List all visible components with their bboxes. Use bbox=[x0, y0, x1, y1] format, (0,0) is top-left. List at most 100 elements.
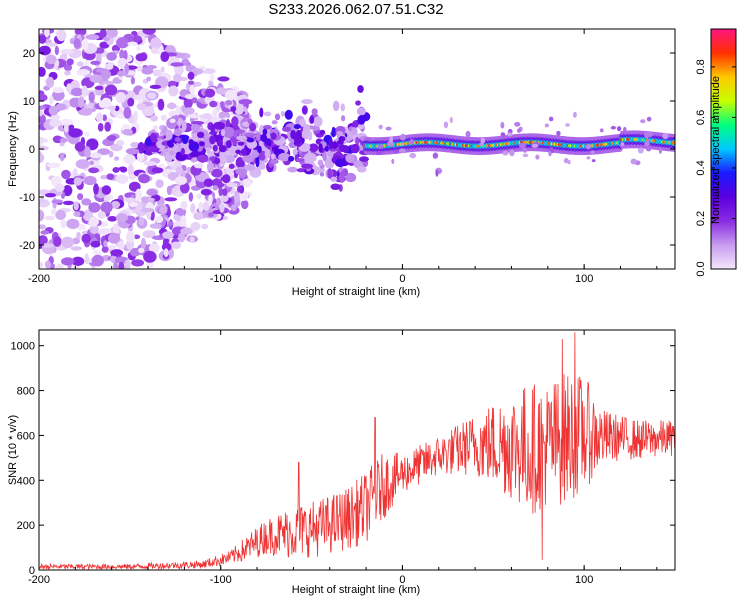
spectrogram-blob bbox=[73, 201, 79, 211]
spectrogram-blob bbox=[54, 183, 65, 193]
spectrogram-blob bbox=[179, 182, 190, 194]
spectrogram-blob bbox=[45, 54, 57, 65]
spectrogram-blob bbox=[56, 29, 67, 42]
spectrogram-blob bbox=[82, 38, 89, 51]
spectrogram-blob bbox=[645, 146, 652, 152]
spectrogram-blob bbox=[170, 62, 184, 67]
spectrogram-blob bbox=[99, 29, 107, 39]
spectrogram-blob bbox=[385, 126, 392, 131]
spectrogram-blob bbox=[77, 108, 92, 116]
spectrogram-blob bbox=[138, 247, 145, 254]
spectrogram-blob bbox=[83, 175, 97, 186]
spectrogram-blob bbox=[178, 117, 183, 124]
spectrogram-blob bbox=[398, 148, 406, 153]
spectrogram-blob bbox=[77, 223, 86, 231]
spectrogram-blob bbox=[251, 149, 260, 158]
spectrogram-blob bbox=[48, 105, 59, 116]
spectrogram-blob bbox=[39, 113, 46, 125]
spectrogram-x-tick-label: 100 bbox=[575, 273, 593, 285]
spectrogram-blob bbox=[69, 37, 75, 45]
spectrogram-blob bbox=[68, 128, 82, 138]
spectrogram-blob bbox=[623, 126, 627, 133]
spectrogram-blob bbox=[233, 192, 240, 203]
spectrogram-blob bbox=[220, 129, 226, 137]
spectrogram-blob bbox=[263, 111, 272, 117]
spectrogram-blob bbox=[44, 215, 56, 221]
spectrogram-blob bbox=[198, 201, 204, 213]
spectrogram-blob bbox=[238, 191, 249, 202]
spectrogram-blob bbox=[311, 108, 318, 116]
spectrogram-blob bbox=[215, 87, 227, 95]
spectrogram-blob bbox=[590, 150, 595, 154]
spectrogram-blob bbox=[123, 106, 132, 119]
spectrogram-blob bbox=[39, 151, 43, 163]
snr-frame bbox=[38, 329, 676, 571]
spectrogram-blob bbox=[142, 29, 156, 35]
spectrogram-blob bbox=[586, 156, 591, 160]
spectrogram-blob bbox=[228, 163, 235, 169]
spectrogram-blob bbox=[61, 169, 71, 180]
spectrogram-blob bbox=[180, 227, 193, 235]
spectrogram-blob bbox=[324, 145, 329, 152]
spectrogram-blob bbox=[356, 166, 367, 173]
spectrogram-blob bbox=[150, 115, 158, 122]
spectrogram-blob bbox=[330, 176, 338, 182]
spectrogram-blob bbox=[106, 51, 118, 61]
spectrogram-blob bbox=[240, 199, 249, 210]
snr-y-tick-label: 800 bbox=[17, 386, 35, 398]
spectrogram-blob bbox=[572, 111, 577, 118]
spectrogram-blob bbox=[258, 163, 266, 170]
spectrogram-blob bbox=[208, 212, 214, 218]
spectrogram-blob bbox=[218, 186, 223, 197]
spectrogram-blob bbox=[328, 138, 334, 150]
spectrogram-blob bbox=[100, 174, 109, 180]
spectrogram-blob bbox=[585, 144, 592, 150]
spectrogram-blob bbox=[150, 37, 162, 50]
spectrogram-blob bbox=[356, 107, 366, 116]
spectrogram-blob bbox=[270, 153, 275, 160]
spectrogram-blob bbox=[175, 104, 180, 116]
spectrogram-blob bbox=[39, 45, 51, 56]
spectrogram-blob bbox=[63, 122, 69, 133]
spectrogram-blob bbox=[71, 237, 81, 245]
snr-y-ticks: 0 200 400 600 800 1000 bbox=[11, 341, 675, 577]
spectrogram-blob bbox=[39, 145, 49, 151]
spectrogram-blob bbox=[56, 263, 64, 269]
spectrogram-blob bbox=[376, 151, 383, 155]
spectrogram-blob bbox=[199, 114, 213, 119]
spectrogram-blob bbox=[284, 109, 293, 120]
spectrogram-blob bbox=[122, 128, 133, 136]
spectrogram-blob bbox=[93, 183, 99, 195]
spectrogram-blob bbox=[138, 173, 150, 184]
spectrogram-blob bbox=[40, 195, 45, 204]
spectrogram-blob bbox=[299, 119, 307, 127]
colorbar-ticks: 0.0 0.2 0.4 0.6 0.8 bbox=[695, 59, 736, 277]
spectrogram-blob bbox=[107, 215, 118, 222]
spectrogram-blob bbox=[97, 122, 104, 132]
spectrogram-blob bbox=[249, 122, 257, 132]
spectrogram-blob bbox=[66, 83, 73, 93]
spectrogram-blob bbox=[116, 139, 125, 146]
spectrogram-blob bbox=[39, 137, 46, 144]
spectrogram-blob bbox=[148, 243, 160, 253]
spectrogram-blob bbox=[357, 123, 365, 130]
spectrogram-blob bbox=[98, 228, 112, 235]
spectrogram-blob bbox=[620, 142, 625, 147]
spectrogram-blob bbox=[39, 34, 47, 44]
spectrogram-blob bbox=[116, 37, 129, 49]
spectrogram-blob bbox=[144, 160, 157, 167]
spectrogram-blob bbox=[188, 139, 194, 145]
spectrogram-blob bbox=[160, 66, 165, 73]
spectrogram-blob bbox=[332, 100, 340, 112]
spectrogram-blob bbox=[409, 152, 417, 159]
spectrogram-blob bbox=[255, 155, 260, 168]
spectrogram-blob bbox=[319, 172, 325, 177]
spectrogram-blob bbox=[203, 129, 209, 140]
spectrogram-blob bbox=[138, 216, 145, 226]
spectrogram-blob bbox=[124, 63, 129, 75]
spectrogram-blob bbox=[142, 230, 156, 239]
spectrogram-blob bbox=[189, 84, 195, 95]
snr-x-tick-label: -200 bbox=[28, 574, 50, 586]
spectrogram-blob bbox=[46, 76, 55, 88]
